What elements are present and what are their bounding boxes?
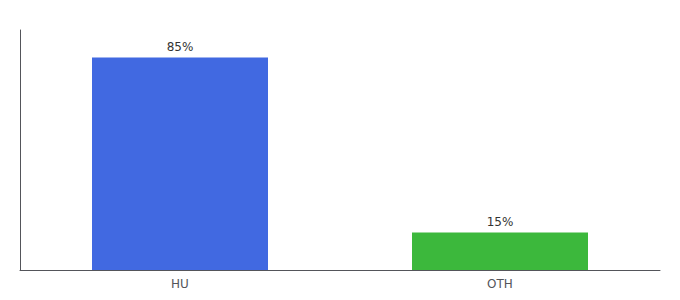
svg-text:HU: HU — [171, 277, 189, 291]
svg-text:OTH: OTH — [487, 277, 513, 291]
svg-text:15%: 15% — [487, 215, 514, 229]
svg-text:85%: 85% — [167, 40, 194, 54]
